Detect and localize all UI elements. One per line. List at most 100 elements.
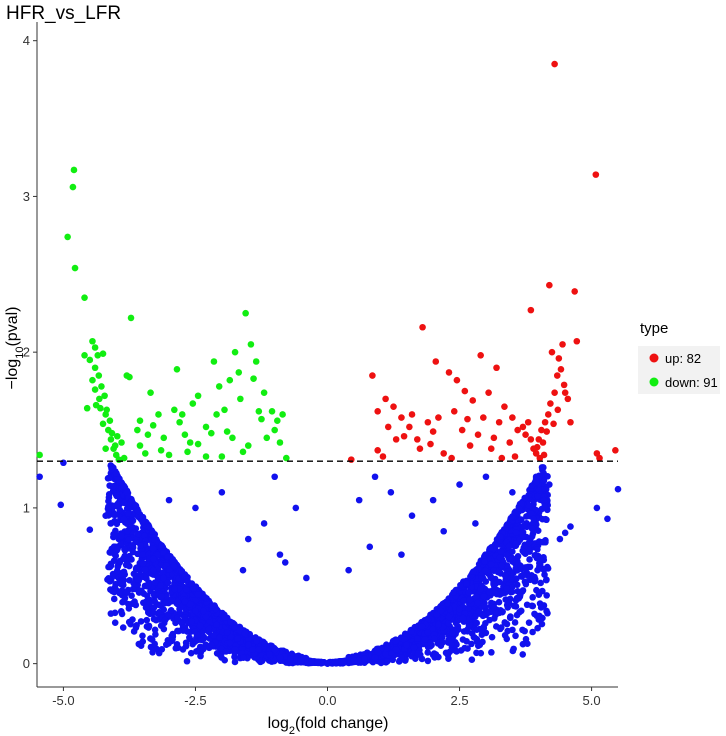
point-not-significant bbox=[534, 624, 541, 632]
point-not-significant bbox=[297, 657, 305, 664]
point-up bbox=[416, 445, 424, 453]
point-not-significant bbox=[471, 613, 479, 621]
point-not-significant bbox=[614, 485, 622, 493]
point-down bbox=[111, 442, 119, 449]
point-not-significant bbox=[485, 608, 493, 616]
point-not-significant bbox=[209, 602, 216, 609]
point-not-significant bbox=[113, 520, 121, 528]
point-not-significant bbox=[182, 586, 190, 593]
point-not-significant bbox=[143, 616, 151, 624]
point-down bbox=[231, 348, 239, 356]
point-not-significant bbox=[536, 612, 543, 620]
point-not-significant bbox=[453, 648, 460, 655]
point-not-significant bbox=[501, 619, 509, 626]
point-not-significant bbox=[128, 541, 136, 549]
point-not-significant bbox=[107, 520, 115, 527]
point-not-significant bbox=[456, 481, 463, 488]
point-not-significant bbox=[172, 644, 180, 652]
point-not-significant bbox=[152, 631, 159, 638]
point-not-significant bbox=[130, 570, 138, 578]
point-down bbox=[173, 365, 181, 373]
point-up bbox=[477, 351, 484, 359]
point-not-significant bbox=[499, 589, 506, 597]
point-not-significant bbox=[171, 585, 178, 593]
point-not-significant bbox=[227, 618, 234, 626]
point-not-significant bbox=[119, 624, 127, 631]
point-not-significant bbox=[125, 510, 132, 517]
point-not-significant bbox=[157, 582, 165, 590]
point-not-significant bbox=[519, 571, 527, 579]
point-not-significant bbox=[543, 607, 550, 615]
point-down bbox=[271, 426, 278, 434]
point-up bbox=[384, 423, 392, 431]
point-not-significant bbox=[114, 500, 121, 508]
legend-title: type bbox=[640, 320, 668, 337]
point-not-significant bbox=[468, 656, 476, 664]
point-down bbox=[96, 395, 103, 403]
point-up bbox=[547, 400, 554, 407]
point-not-significant bbox=[371, 654, 379, 661]
point-not-significant bbox=[139, 560, 147, 567]
point-up bbox=[427, 440, 434, 448]
point-up bbox=[392, 436, 400, 443]
point-not-significant bbox=[160, 606, 168, 613]
point-up bbox=[559, 341, 566, 348]
point-not-significant bbox=[114, 545, 121, 553]
chart-title: HFR_vs_LFR bbox=[6, 3, 121, 24]
point-not-significant bbox=[470, 633, 478, 641]
point-not-significant bbox=[461, 644, 468, 652]
point-not-significant bbox=[521, 494, 529, 502]
point-down bbox=[98, 383, 105, 390]
point-down bbox=[263, 434, 271, 442]
point-not-significant bbox=[540, 477, 548, 484]
point-up bbox=[469, 397, 477, 404]
point-not-significant bbox=[382, 650, 389, 658]
point-not-significant bbox=[149, 566, 157, 574]
point-down bbox=[89, 376, 96, 384]
point-up bbox=[564, 395, 572, 403]
point-not-significant bbox=[361, 655, 368, 663]
x-tick-label: -5.0 bbox=[52, 693, 74, 708]
point-not-significant bbox=[457, 581, 464, 589]
point-down bbox=[160, 434, 168, 442]
point-down bbox=[147, 389, 154, 396]
point-not-significant bbox=[449, 629, 456, 637]
point-not-significant bbox=[122, 561, 130, 569]
point-not-significant bbox=[261, 640, 269, 647]
point-not-significant bbox=[398, 551, 405, 558]
point-down bbox=[247, 341, 255, 348]
point-up bbox=[432, 358, 440, 365]
point-not-significant bbox=[223, 629, 231, 636]
point-down bbox=[260, 389, 268, 396]
point-not-significant bbox=[197, 652, 204, 660]
point-not-significant bbox=[150, 615, 158, 623]
point-down bbox=[189, 400, 197, 407]
point-not-significant bbox=[355, 496, 363, 504]
point-up bbox=[593, 450, 601, 457]
point-not-significant bbox=[253, 637, 260, 645]
point-not-significant bbox=[106, 578, 114, 585]
point-down bbox=[255, 408, 263, 415]
point-not-significant bbox=[418, 623, 426, 630]
point-not-significant bbox=[150, 604, 158, 611]
point-not-significant bbox=[392, 646, 400, 653]
point-not-significant bbox=[86, 526, 94, 534]
point-not-significant bbox=[110, 482, 117, 490]
point-down bbox=[103, 406, 111, 414]
point-down bbox=[226, 376, 234, 384]
point-not-significant bbox=[503, 521, 511, 528]
point-down bbox=[237, 395, 244, 403]
point-up bbox=[544, 411, 552, 418]
point-not-significant bbox=[231, 658, 239, 666]
point-not-significant bbox=[158, 542, 165, 549]
point-not-significant bbox=[501, 572, 509, 580]
point-not-significant bbox=[196, 622, 204, 630]
point-not-significant bbox=[174, 597, 182, 605]
point-not-significant bbox=[512, 529, 520, 536]
point-not-significant bbox=[181, 614, 188, 621]
point-not-significant bbox=[490, 604, 498, 612]
point-up bbox=[464, 415, 471, 423]
point-not-significant bbox=[497, 533, 504, 541]
point-up bbox=[571, 288, 578, 295]
point-not-significant bbox=[202, 613, 210, 621]
